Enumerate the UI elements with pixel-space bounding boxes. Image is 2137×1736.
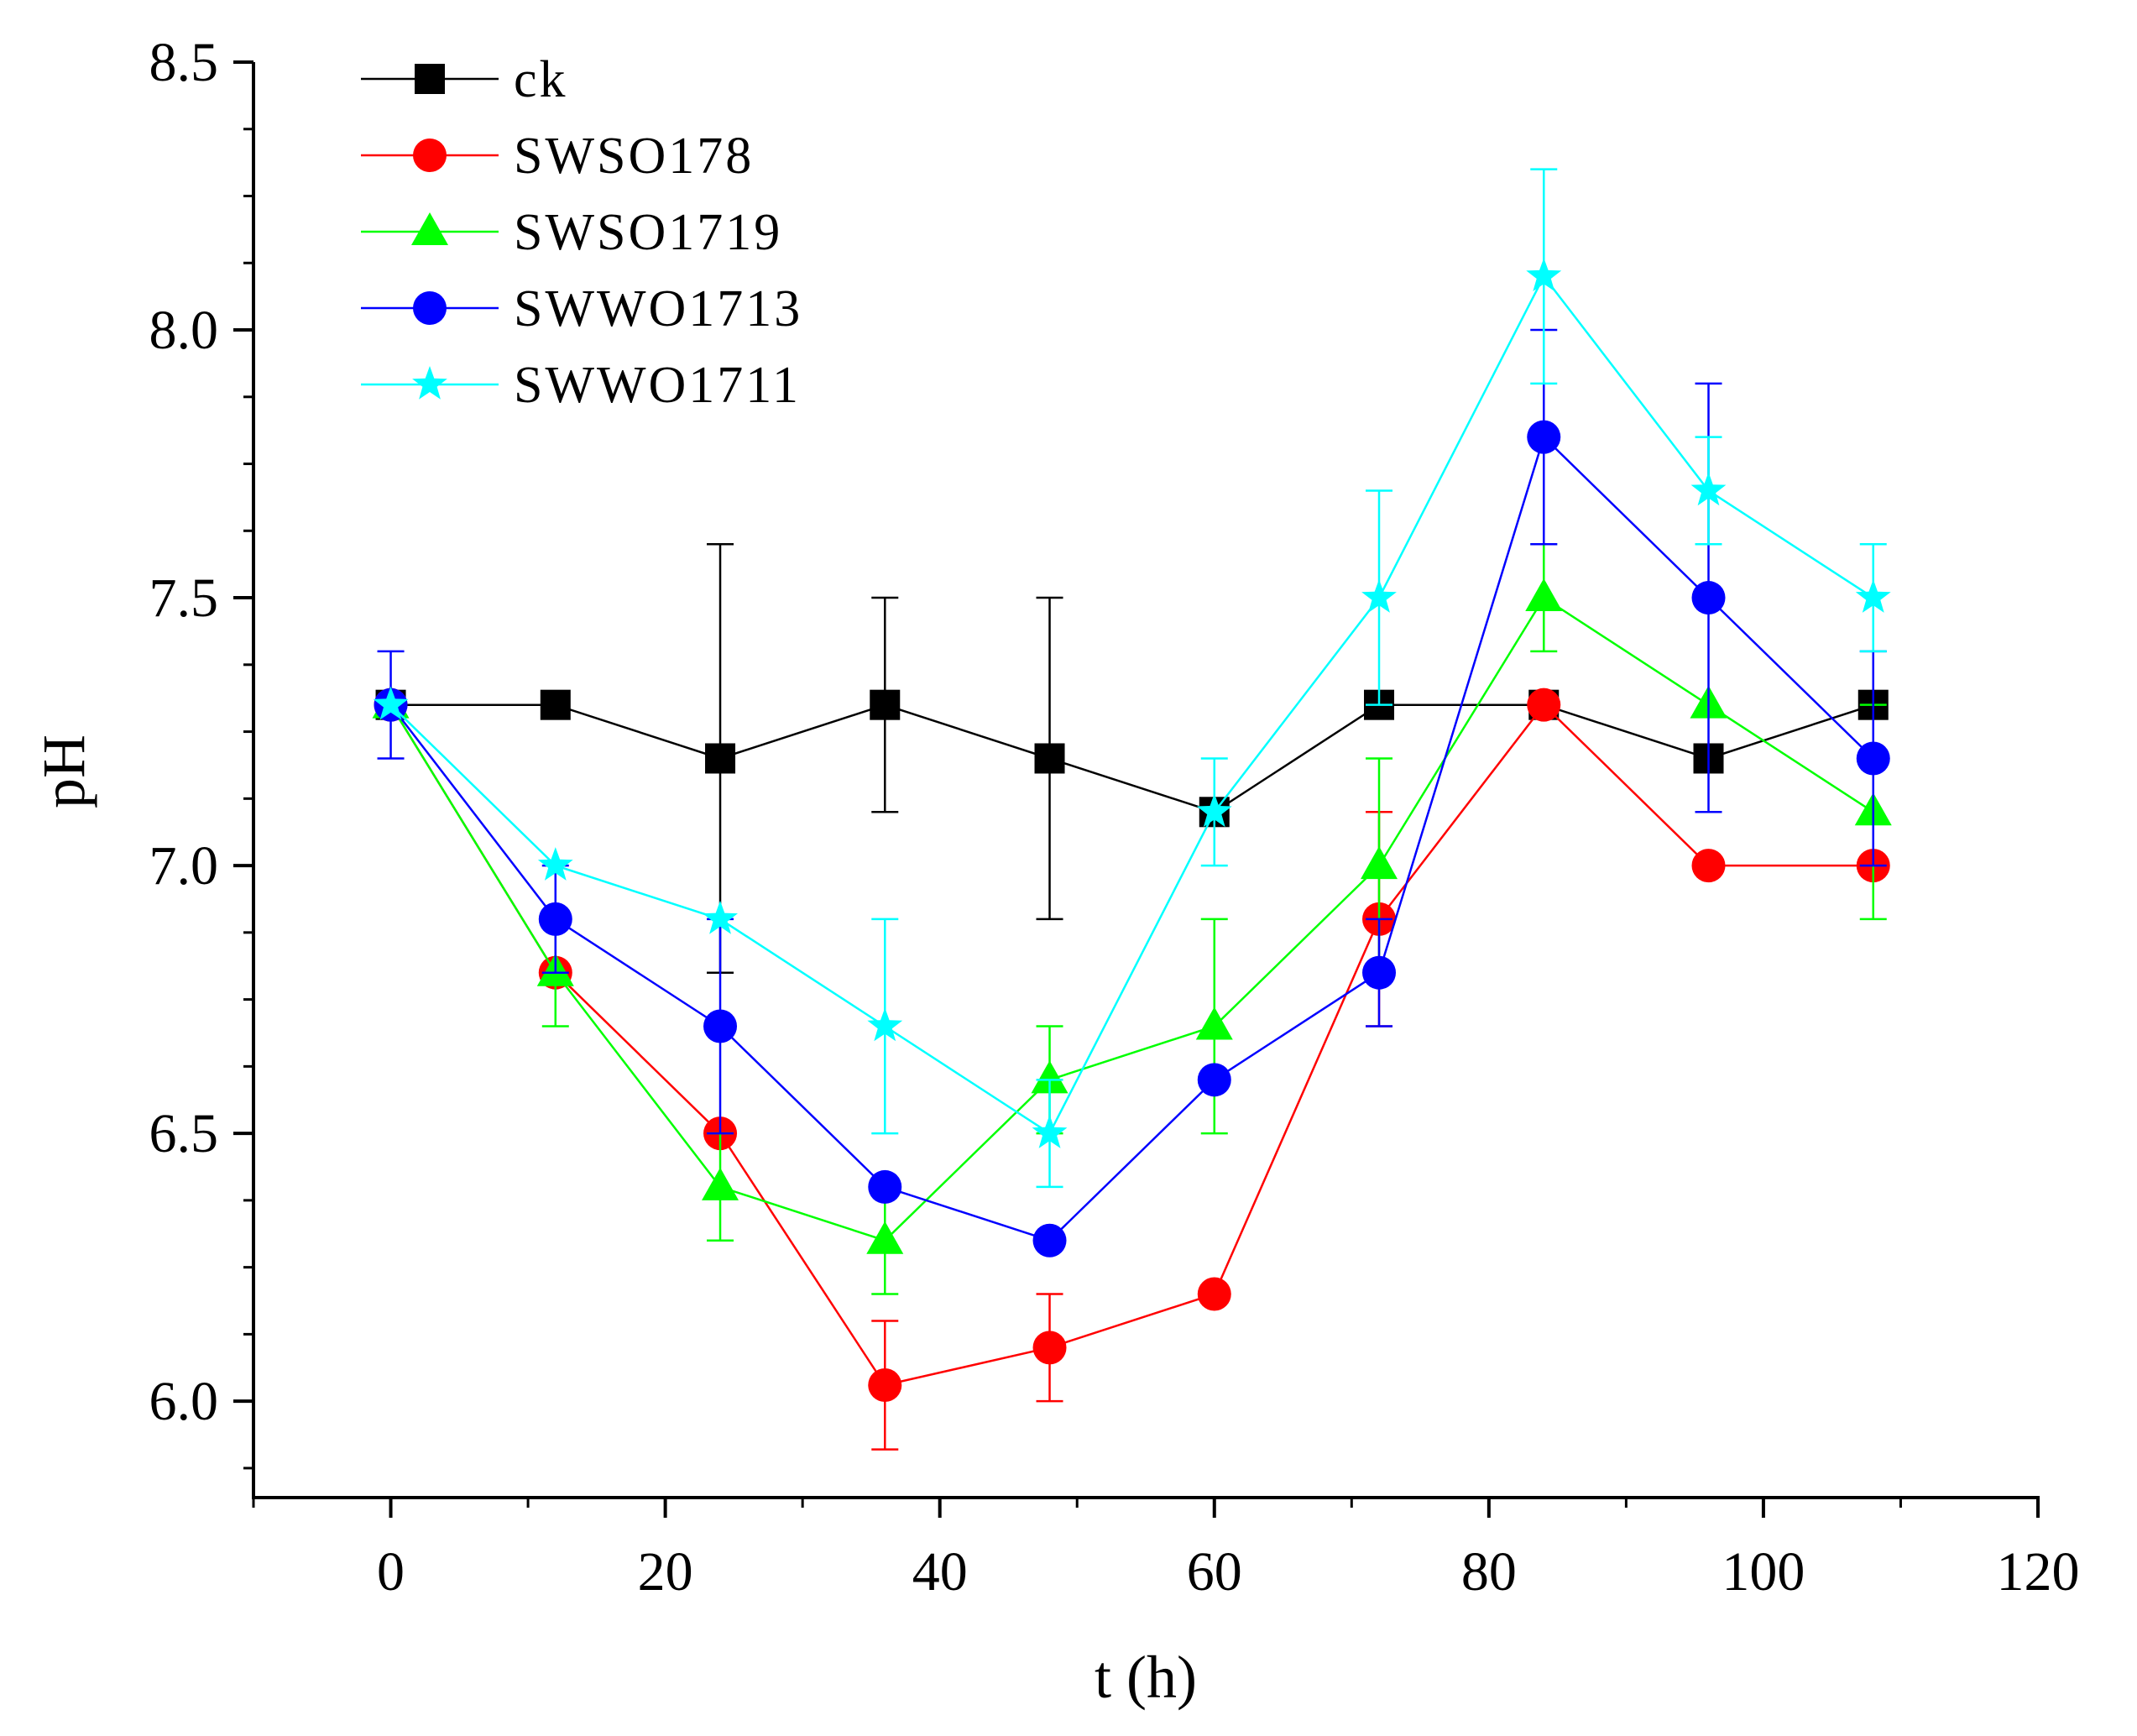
x-tick-label: 0 [377, 1541, 405, 1603]
axes [252, 62, 2040, 1499]
data-point-SWWO1713 [538, 902, 572, 936]
data-point-SWSO178 [868, 1368, 902, 1403]
data-point-SWWO1711 [537, 847, 573, 881]
series-SWWO1711 [373, 168, 1891, 1189]
y-axis-title: pH [30, 735, 97, 808]
data-point-SWWO1711 [1361, 579, 1397, 613]
data-point-SWSO1719 [1361, 846, 1398, 880]
x-tick-label: 60 [1187, 1541, 1242, 1603]
data-point-ck [870, 689, 901, 720]
series-line-SWSO1719 [389, 596, 1874, 1242]
legend-item-SWWO1713: SWWO1713 [361, 280, 802, 337]
data-point-SWSO178 [1197, 1277, 1231, 1311]
data-point-SWSO1719 [1525, 578, 1563, 612]
data-point-SWSO178 [1032, 1331, 1067, 1365]
data-point-SWSO1719 [866, 1221, 904, 1254]
data-point-SWWO1713 [1197, 1063, 1231, 1097]
data-point-ck [705, 743, 736, 774]
series-line-SWSO178 [389, 703, 1873, 1387]
y-tick-label: 7.5 [149, 567, 219, 629]
x-tick-label: 20 [638, 1541, 693, 1603]
series-line-SWWO1713 [389, 435, 1874, 1242]
x-tick-label: 100 [1722, 1541, 1805, 1603]
data-point-SWWO1711 [1032, 1115, 1068, 1148]
data-point-SWWO1711 [1526, 258, 1562, 291]
y-tick-label: 6.0 [149, 1371, 219, 1432]
x-axis-title: t (h) [1095, 1644, 1197, 1711]
data-series [372, 168, 1892, 1451]
data-point-SWWO1713 [1032, 1223, 1067, 1258]
data-point-SWWO1711 [373, 686, 409, 720]
legend-label: SWWO1711 [514, 357, 801, 414]
x-tick-label: 120 [1997, 1541, 2080, 1603]
legend-marker [413, 139, 447, 172]
data-point-SWWO1713 [703, 1009, 738, 1043]
data-point-SWWO1711 [1690, 472, 1727, 506]
y-axis-ticks: 6.0 6.5 7.0 7.5 8.0 8.5 [149, 32, 253, 1470]
legend: ck SWSO178 SWSO1719 SWWO1713 SWWO1711 [361, 51, 802, 414]
legend-label: ck [514, 51, 568, 108]
legend-label: SWWO1713 [514, 280, 802, 337]
legend-item-SWWO1711: SWWO1711 [361, 357, 801, 414]
data-point-SWWO1713 [1691, 581, 1726, 615]
series-SWWO1713 [374, 328, 1890, 1258]
x-tick-label: 40 [912, 1541, 968, 1603]
data-point-SWSO178 [1527, 688, 1561, 722]
data-point-SWWO1711 [1855, 579, 1891, 613]
data-point-SWWO1713 [1527, 420, 1561, 454]
data-point-SWWO1713 [1856, 741, 1890, 776]
x-axis-ticks: 0 20 40 60 80 100 120 [252, 1498, 2080, 1603]
data-point-SWSO178 [1691, 849, 1726, 883]
legend-item-SWSO1719: SWSO1719 [361, 204, 782, 261]
series-line-SWWO1711 [389, 274, 1874, 1135]
data-point-SWSO1719 [1031, 1060, 1068, 1094]
legend-marker [412, 366, 447, 400]
data-point-SWSO1719 [702, 1167, 739, 1200]
y-tick-label: 8.5 [149, 32, 219, 93]
legend-item-SWSO178: SWSO178 [361, 128, 754, 185]
data-point-ck [1034, 743, 1065, 774]
legend-marker [411, 212, 448, 245]
data-point-SWWO1711 [1196, 793, 1232, 828]
legend-marker [413, 291, 447, 325]
legend-label: SWSO1719 [514, 204, 782, 261]
series-line-ck [390, 703, 1874, 813]
data-point-ck [540, 689, 571, 720]
y-tick-label: 7.0 [149, 835, 219, 897]
legend-label: SWSO178 [514, 128, 754, 185]
y-tick-label: 6.5 [149, 1103, 219, 1164]
y-tick-label: 8.0 [149, 300, 219, 361]
legend-marker [415, 64, 445, 94]
data-point-SWSO1719 [1195, 1007, 1233, 1040]
data-point-SWWO1713 [1362, 955, 1397, 990]
data-point-SWWO1713 [868, 1169, 902, 1204]
data-point-SWWO1711 [867, 1007, 903, 1042]
x-tick-label: 80 [1461, 1541, 1517, 1603]
legend-item-ck: ck [361, 51, 568, 108]
data-point-SWWO1711 [703, 900, 738, 934]
